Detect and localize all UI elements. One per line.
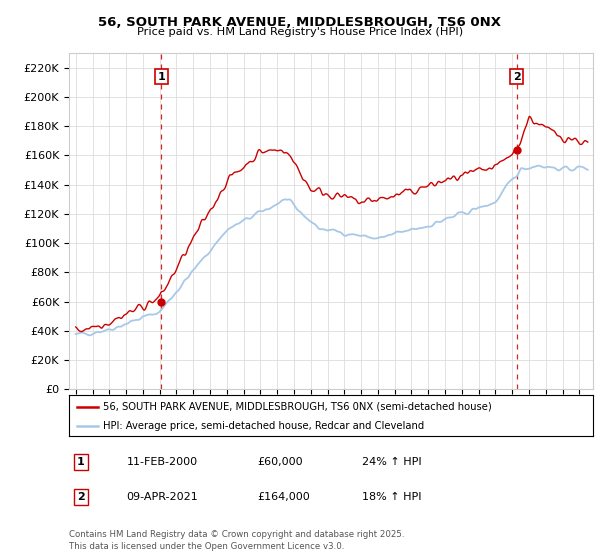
Text: 56, SOUTH PARK AVENUE, MIDDLESBROUGH, TS6 0NX (semi-detached house): 56, SOUTH PARK AVENUE, MIDDLESBROUGH, TS… [103,402,492,412]
Text: 11-FEB-2000: 11-FEB-2000 [127,457,198,467]
Text: Price paid vs. HM Land Registry's House Price Index (HPI): Price paid vs. HM Land Registry's House … [137,27,463,37]
Text: 1: 1 [77,457,85,467]
Text: £60,000: £60,000 [257,457,303,467]
Text: 56, SOUTH PARK AVENUE, MIDDLESBROUGH, TS6 0NX: 56, SOUTH PARK AVENUE, MIDDLESBROUGH, TS… [98,16,502,29]
Text: £164,000: £164,000 [257,492,310,502]
Text: 24% ↑ HPI: 24% ↑ HPI [362,457,422,467]
Text: 2: 2 [77,492,85,502]
Text: Contains HM Land Registry data © Crown copyright and database right 2025.: Contains HM Land Registry data © Crown c… [69,530,404,539]
Text: 18% ↑ HPI: 18% ↑ HPI [362,492,422,502]
Text: HPI: Average price, semi-detached house, Redcar and Cleveland: HPI: Average price, semi-detached house,… [103,421,424,431]
Text: 2: 2 [513,72,521,82]
Text: 09-APR-2021: 09-APR-2021 [127,492,199,502]
Text: 1: 1 [157,72,165,82]
Text: This data is licensed under the Open Government Licence v3.0.: This data is licensed under the Open Gov… [69,542,344,550]
